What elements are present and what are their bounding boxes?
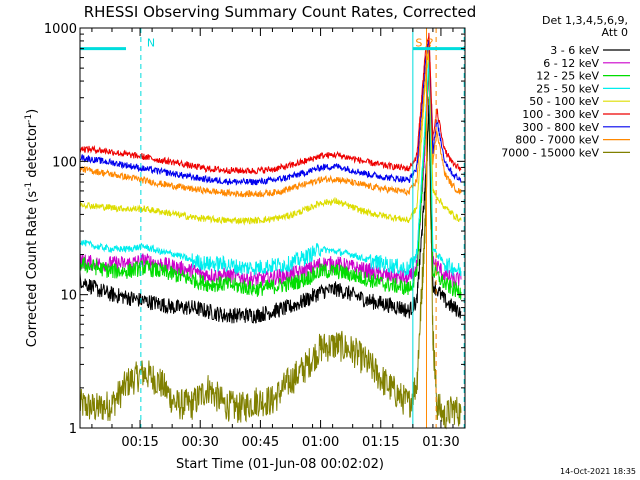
legend-label: 100 - 300 keV xyxy=(522,108,599,121)
x-tick-label: 00:15 xyxy=(121,435,158,450)
series-line-50-100keV xyxy=(79,46,462,226)
legend-header: Det 1,3,4,5,6,9, xyxy=(542,14,628,27)
y-tick-label: 1000 xyxy=(44,22,77,37)
series-line-800-7000keV xyxy=(79,40,462,198)
chart-title: RHESSI Observing Summary Count Rates, Co… xyxy=(84,3,477,21)
legend-label: 3 - 6 keV xyxy=(550,44,599,57)
series-line-12-25keV xyxy=(79,62,462,300)
legend-label: 6 - 12 keV xyxy=(543,57,599,70)
x-axis-label: Start Time (01-Jun-08 00:02:02) xyxy=(176,457,384,472)
plot-clip-group xyxy=(79,32,462,430)
x-tick-label: 01:15 xyxy=(362,435,399,450)
y-axis-label: Corrected Count Rate (s-1 detector-1) xyxy=(24,109,40,347)
annotation-bar-label: N xyxy=(147,37,155,50)
legend-label: 7000 - 15000 keV xyxy=(501,146,599,159)
x-tick-label: 01:30 xyxy=(422,435,459,450)
y-tick-label: 100 xyxy=(52,155,77,170)
legend-label: 50 - 100 keV xyxy=(529,95,599,108)
annotation-flag-label: ? xyxy=(428,37,434,50)
x-tick-label: 00:30 xyxy=(181,435,218,450)
series-line-3-6keV xyxy=(79,105,462,324)
series-line-300-800keV xyxy=(79,36,462,186)
series-line-25-50keV xyxy=(79,54,462,277)
footer-timestamp: 14-Oct-2021 18:35 xyxy=(560,467,636,476)
series-line-6-12keV xyxy=(79,66,462,288)
y-tick-label: 10 xyxy=(60,289,77,304)
legend-label: 800 - 7000 keV xyxy=(515,134,599,147)
legend-label: 300 - 800 keV xyxy=(522,121,599,134)
y-axis-ticks: 1 10 100 1000 xyxy=(44,22,465,437)
series-line-7000-15000keV xyxy=(79,96,462,430)
legend-label: 12 - 25 keV xyxy=(536,70,599,83)
annotation-flag-label: S xyxy=(415,37,422,50)
series-line-100-300keV xyxy=(79,32,462,175)
y-tick-label: 1 xyxy=(69,422,77,437)
x-tick-label: 00:45 xyxy=(242,435,279,450)
legend-header: Att 0 xyxy=(602,26,628,39)
legend-label: 25 - 50 keV xyxy=(536,82,599,95)
x-tick-label: 01:00 xyxy=(302,435,339,450)
x-axis-ticks: 00:15 00:30 00:45 01:00 01:15 01:30 xyxy=(91,28,460,450)
